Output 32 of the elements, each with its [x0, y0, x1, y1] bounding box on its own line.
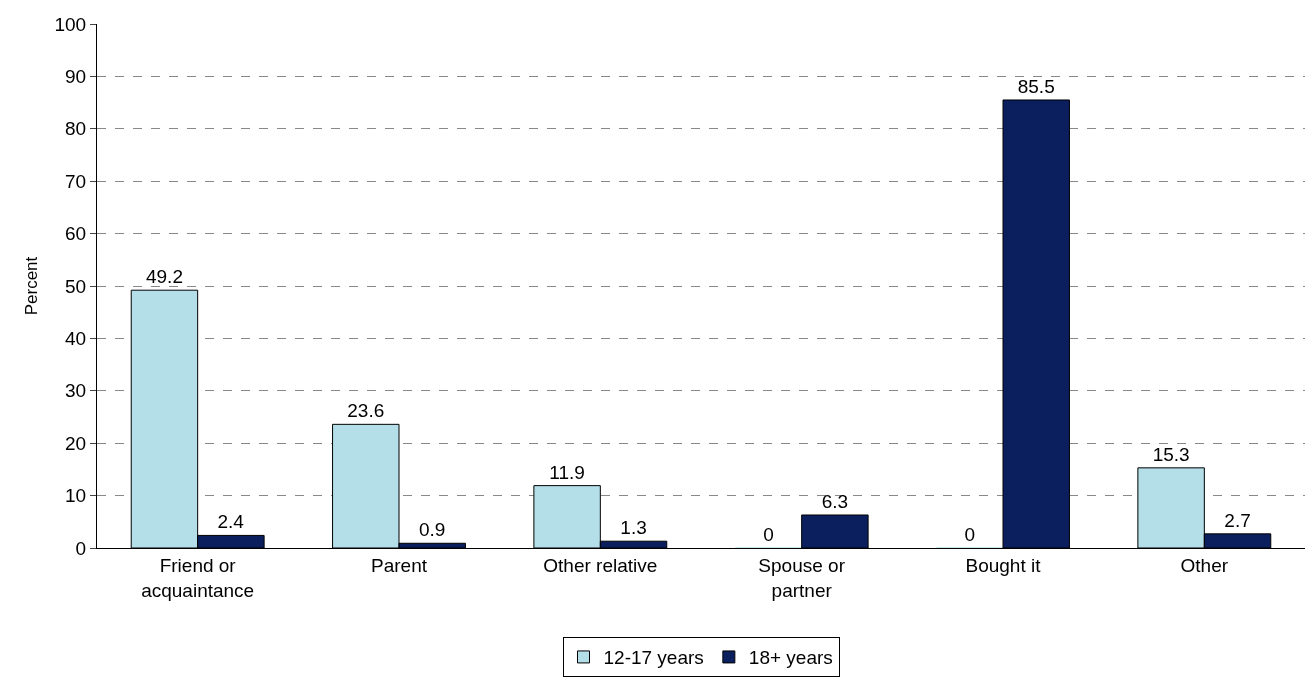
y-tick-label: 30	[65, 380, 87, 402]
y-tick-label: 20	[65, 432, 87, 454]
y-tick-label: 90	[65, 66, 87, 88]
y-tick-label: 70	[65, 170, 87, 192]
x-tick-label: Other relative	[543, 554, 658, 576]
data-label: 85.5	[1017, 75, 1055, 97]
y-tick-label: 40	[65, 328, 87, 350]
data-label: 11.9	[549, 461, 585, 483]
y-tick-label: 100	[54, 13, 87, 35]
x-tick-label: Spouse or partner	[758, 554, 846, 601]
data-label: 1.3	[620, 517, 647, 539]
x-tick-label: Parent	[371, 554, 428, 576]
data-label: 0.9	[419, 519, 446, 541]
y-tick-label: 50	[65, 275, 87, 297]
data-label: 2.7	[1224, 509, 1251, 531]
legend-label: 12-17 years	[603, 647, 704, 669]
y-tick-label: 60	[65, 223, 87, 245]
y-tick-label: 10	[65, 485, 87, 507]
data-label: 0	[763, 524, 774, 545]
data-label: 49.2	[145, 266, 183, 288]
y-tick-label: 0	[75, 537, 87, 559]
y-axis-title: Percent	[22, 256, 42, 316]
data-label: 23.6	[347, 400, 385, 422]
x-tick-label: Bought it	[965, 554, 1042, 576]
x-tick-label: Friend or acquaintance	[141, 554, 255, 601]
data-label: 15.3	[1152, 443, 1190, 465]
legend-label: 18+ years	[748, 647, 833, 669]
y-tick-label: 80	[65, 118, 87, 140]
data-label: 2.4	[217, 511, 245, 533]
x-tick-label: Other	[1180, 554, 1229, 576]
data-label: 6.3	[821, 490, 849, 512]
data-label: 0	[964, 524, 976, 545]
